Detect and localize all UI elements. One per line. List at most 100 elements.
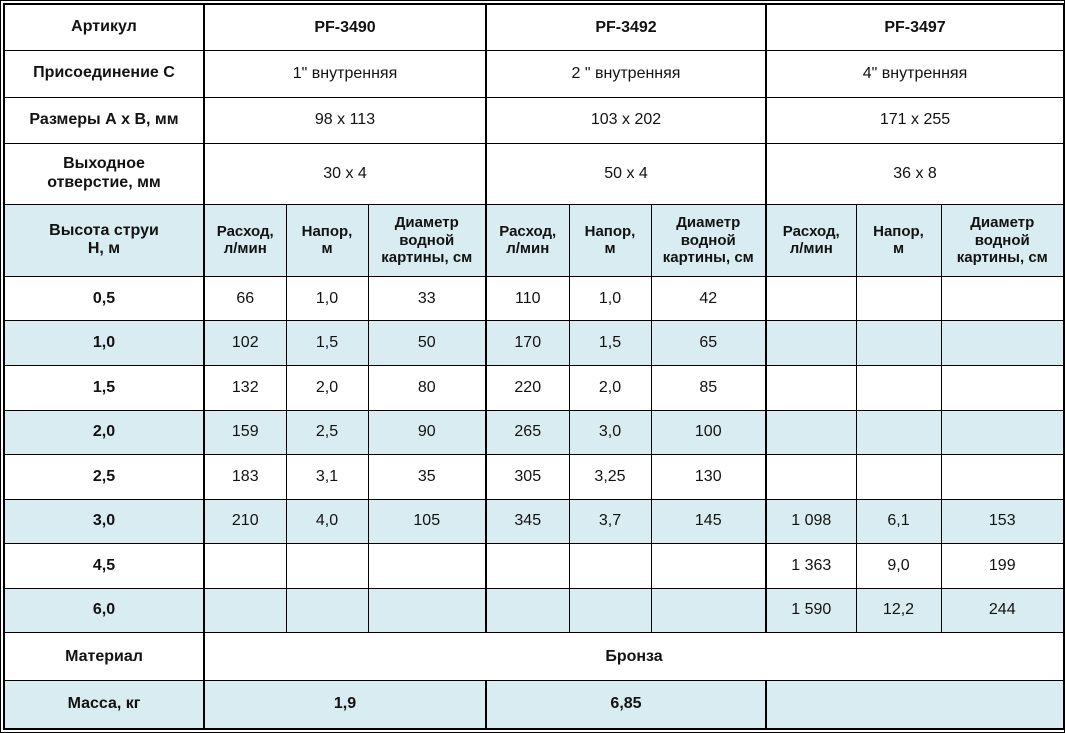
- data-cell-flow: [765, 320, 857, 366]
- row-label-article: Артикул: [3, 3, 205, 52]
- height-label: 3,0: [3, 498, 205, 545]
- data-cell-head: 3,1: [285, 454, 369, 500]
- col-header-head: Напор, м: [855, 203, 942, 277]
- data-cell-diameter: 130: [650, 454, 767, 500]
- data-cell-diameter: 105: [367, 498, 487, 545]
- col-header-flow: Расход, л/мин: [485, 203, 570, 277]
- height-label: 1,5: [3, 364, 205, 411]
- data-cell-head: [855, 364, 942, 411]
- col-header-diameter: Диаметр водной картины, см: [940, 203, 1065, 277]
- col-header-flow: Расход, л/мин: [765, 203, 857, 277]
- spec-table-body: Артикул PF-3490 PF-3492 PF-3497 Присоединени…: [3, 3, 1065, 730]
- height-label: 2,5: [3, 454, 205, 500]
- data-cell-head: 1,5: [568, 320, 652, 366]
- row-label-material: Материал: [3, 632, 205, 681]
- row-label-mass: Масса, кг: [3, 679, 205, 730]
- data-cell-diameter: 244: [940, 587, 1065, 634]
- data-cell-head: [855, 320, 942, 366]
- spec-table: Артикул PF-3490 PF-3492 PF-3497 Присоединени…: [3, 3, 1065, 730]
- connection-value: 2 " внутренняя: [485, 50, 767, 98]
- data-cell-head: [855, 409, 942, 456]
- article-value: PF-3492: [485, 3, 767, 52]
- data-cell-flow: [203, 543, 287, 589]
- row-label-outlet: Выходное отверстие, мм: [3, 143, 205, 205]
- data-cell-diameter: [940, 320, 1065, 366]
- data-cell-flow: [765, 454, 857, 500]
- data-cell-head: 3,25: [568, 454, 652, 500]
- height-label: 2,0: [3, 409, 205, 456]
- col-header-diameter: Диаметр водной картины, см: [650, 203, 767, 277]
- data-cell-diameter: [650, 543, 767, 589]
- data-cell-head: [285, 543, 369, 589]
- row-label-connection: Присоединение С: [3, 50, 205, 98]
- data-cell-diameter: 42: [650, 275, 767, 322]
- mass-value: 1,9: [203, 679, 487, 730]
- data-cell-flow: [485, 587, 570, 634]
- data-cell-head: 1,0: [285, 275, 369, 322]
- data-cell-head: 2,5: [285, 409, 369, 456]
- row-label-jet-height: Высота струи Н, м: [3, 203, 205, 277]
- col-header-head: Напор, м: [568, 203, 652, 277]
- table-row: 2,0 159 2,5 90 265 3,0 100: [3, 409, 1065, 456]
- table-row: 1,0 102 1,5 50 170 1,5 65: [3, 320, 1065, 366]
- data-cell-flow: 345: [485, 498, 570, 545]
- data-cell-diameter: 50: [367, 320, 487, 366]
- outlet-value: 36 х 8: [765, 143, 1065, 205]
- data-cell-diameter: 153: [940, 498, 1065, 545]
- data-cell-flow: 1 590: [765, 587, 857, 634]
- height-label: 0,5: [3, 275, 205, 322]
- data-cell-diameter: 90: [367, 409, 487, 456]
- table-row: 6,0 1 590 12,2 244: [3, 587, 1065, 634]
- table-row: Присоединение С 1" внутренняя 2 " внутренн…: [3, 50, 1065, 98]
- data-cell-flow: 265: [485, 409, 570, 456]
- table-row: Выходное отверстие, мм 30 х 4 50 х 4 36 х 8: [3, 143, 1065, 205]
- data-cell-diameter: [940, 275, 1065, 322]
- data-cell-flow: 159: [203, 409, 287, 456]
- data-cell-diameter: [940, 364, 1065, 411]
- mass-value: 6,85: [485, 679, 767, 730]
- data-cell-flow: 1 098: [765, 498, 857, 545]
- data-cell-diameter: 199: [940, 543, 1065, 589]
- data-cell-head: [568, 543, 652, 589]
- data-cell-flow: 102: [203, 320, 287, 366]
- data-cell-flow: 220: [485, 364, 570, 411]
- data-cell-diameter: [367, 543, 487, 589]
- dimensions-value: 103 х 202: [485, 96, 767, 145]
- data-cell-head: [568, 587, 652, 634]
- col-header-head: Напор, м: [285, 203, 369, 277]
- table-row: 0,5 66 1,0 33 110 1,0 42: [3, 275, 1065, 322]
- data-cell-flow: 1 363: [765, 543, 857, 589]
- outlet-value: 50 х 4: [485, 143, 767, 205]
- table-row: 4,5 1 363 9,0 199: [3, 543, 1065, 589]
- data-cell-diameter: 33: [367, 275, 487, 322]
- data-cell-head: 2,0: [285, 364, 369, 411]
- table-row: Масса, кг 1,9 6,85: [3, 679, 1065, 730]
- data-cell-head: 1,0: [568, 275, 652, 322]
- data-cell-flow: 183: [203, 454, 287, 500]
- row-label-dimensions: Размеры А х В, мм: [3, 96, 205, 145]
- data-cell-diameter: [650, 587, 767, 634]
- data-cell-flow: [485, 543, 570, 589]
- mass-value: [765, 679, 1065, 730]
- col-header-flow: Расход, л/мин: [203, 203, 287, 277]
- data-cell-flow: 132: [203, 364, 287, 411]
- data-cell-diameter: 80: [367, 364, 487, 411]
- data-cell-diameter: 85: [650, 364, 767, 411]
- table-row: Высота струи Н, м Расход, л/мин Напор, м Ди…: [3, 203, 1065, 277]
- article-value: PF-3497: [765, 3, 1065, 52]
- col-header-diameter: Диаметр водной картины, см: [367, 203, 487, 277]
- height-label: 4,5: [3, 543, 205, 589]
- table-row: Артикул PF-3490 PF-3492 PF-3497: [3, 3, 1065, 52]
- table-row: Материал Бронза: [3, 632, 1065, 681]
- data-cell-flow: [765, 364, 857, 411]
- data-cell-head: [285, 587, 369, 634]
- data-cell-diameter: [940, 454, 1065, 500]
- table-row: 2,5 183 3,1 35 305 3,25 130: [3, 454, 1065, 500]
- data-cell-flow: 170: [485, 320, 570, 366]
- height-label: 6,0: [3, 587, 205, 634]
- article-value: PF-3490: [203, 3, 487, 52]
- data-cell-flow: [765, 275, 857, 322]
- data-cell-head: 12,2: [855, 587, 942, 634]
- data-cell-head: 3,7: [568, 498, 652, 545]
- data-cell-head: 9,0: [855, 543, 942, 589]
